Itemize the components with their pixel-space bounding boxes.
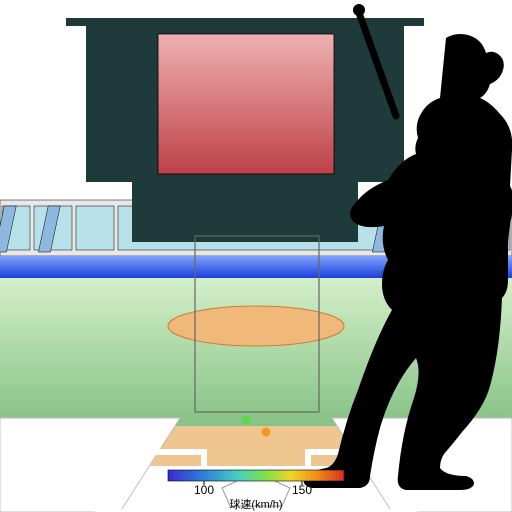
- chart-svg: 100 150 球速(km/h): [0, 0, 512, 512]
- pitch-marker: [242, 416, 251, 425]
- legend-axis-label: 球速(km/h): [229, 497, 282, 511]
- pitch-location-chart: 100 150 球速(km/h): [0, 0, 512, 512]
- scoreboard-screen: [158, 34, 334, 174]
- legend-tick-label: 100: [194, 483, 214, 497]
- pitch-marker: [262, 428, 271, 437]
- scoreboard-top-bar: [66, 18, 424, 26]
- pitchers-mound: [168, 306, 344, 346]
- speed-legend-bar: [168, 470, 344, 481]
- legend-tick-label: 150: [292, 483, 312, 497]
- stands-panel: [76, 206, 114, 250]
- bat-knob: [353, 4, 365, 16]
